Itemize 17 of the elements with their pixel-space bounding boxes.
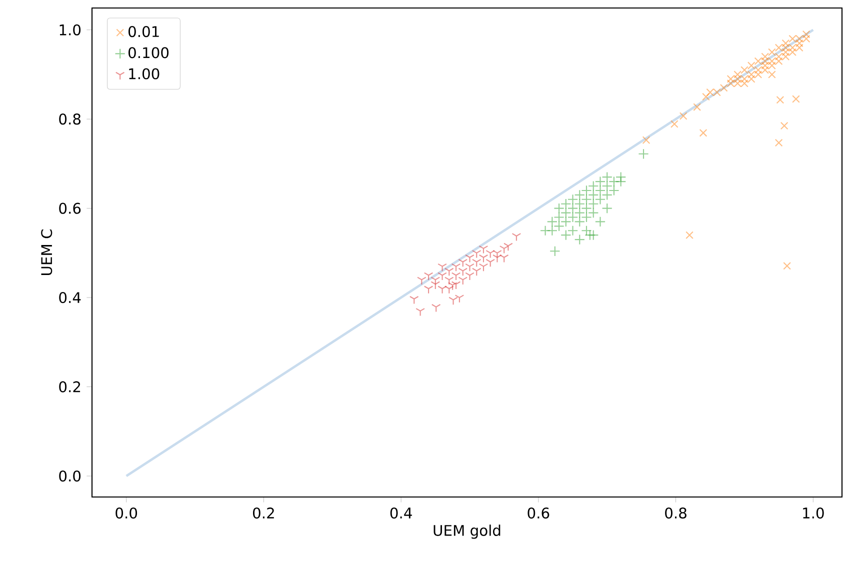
x-tick-label: 0.2 [253,507,274,519]
x-axis-title: UEM gold [434,524,500,539]
y-tick-label: 1.0 [60,24,81,36]
x-tick-label: 0.0 [116,507,138,519]
y-axis-title: UEM C [41,230,52,275]
legend-label: 0.100 [128,47,169,58]
y-tick-label: 0.4 [59,292,81,304]
x-tick-label: 0.6 [528,507,550,519]
y-tick-label: 0.6 [59,202,81,214]
x-tick-label: 0.4 [390,507,412,519]
x-tick-label: 0.8 [665,507,686,519]
y-tick-label: 0.8 [59,114,81,125]
x-tick-label: 1.0 [803,507,824,519]
y-tick-label: 0.2 [59,381,80,392]
legend-label: 1.00 [129,68,160,80]
legend-label: 0.01 [128,26,159,38]
y-tick-label: 0.0 [59,470,81,482]
